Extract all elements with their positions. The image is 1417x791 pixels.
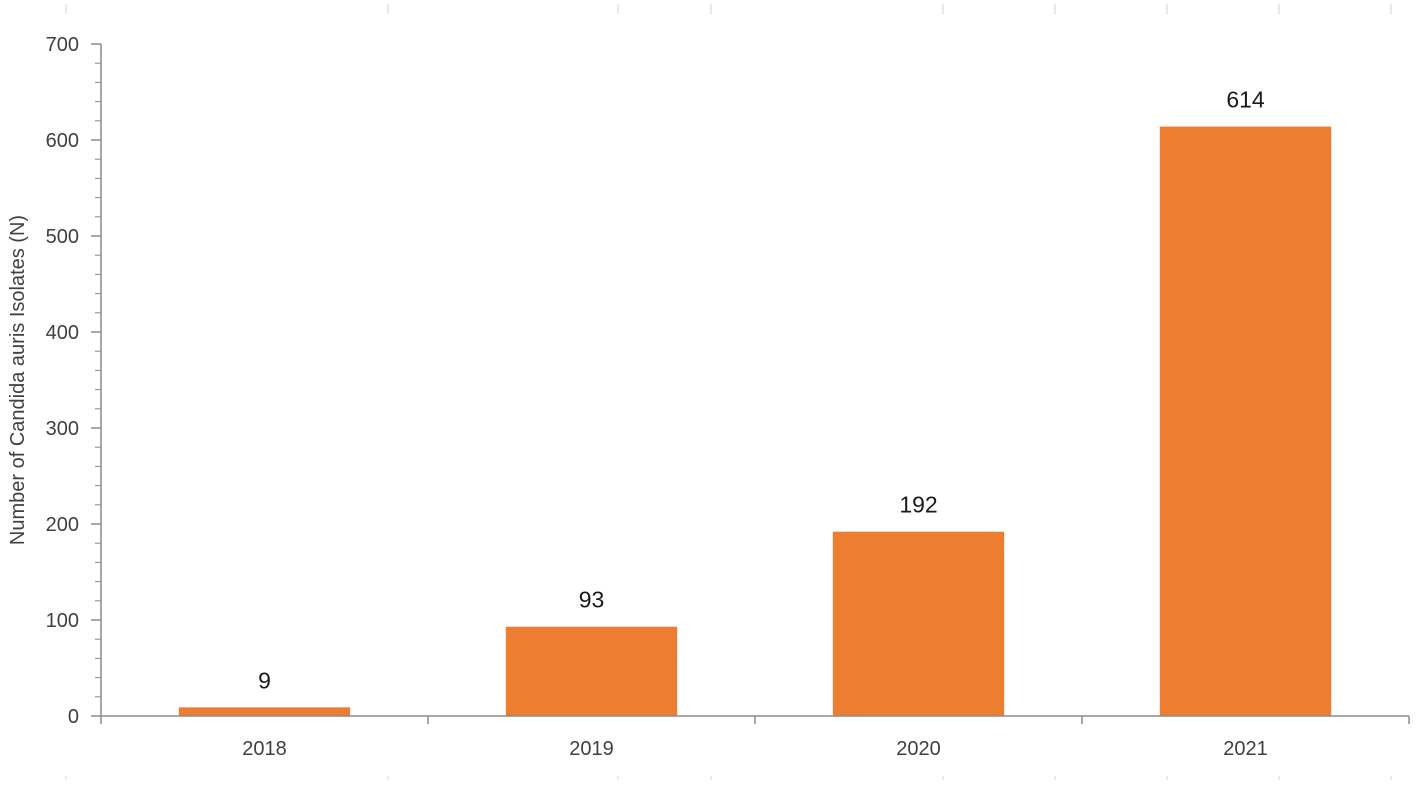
- y-tick-label: 200: [46, 514, 79, 536]
- x-tick-label: 2021: [1223, 738, 1268, 760]
- y-tick-label: 400: [46, 322, 79, 344]
- y-axis: 0 100 200 300 400 500 600 700: [46, 34, 102, 728]
- bar-2019: [505, 626, 678, 716]
- y-tick-label: 300: [46, 418, 79, 440]
- data-label-2019: 93: [579, 587, 605, 613]
- bar-2020: [832, 531, 1005, 716]
- edge-tick-marks: [65, 4, 1392, 780]
- x-tick-label: 2018: [242, 738, 287, 760]
- data-label-2021: 614: [1226, 87, 1265, 113]
- y-tick-label: 600: [46, 130, 79, 152]
- x-tick-label: 2020: [896, 738, 941, 760]
- bar-2018: [178, 707, 351, 716]
- y-tick-label: 700: [46, 34, 79, 56]
- bar-2021: [1159, 126, 1332, 716]
- data-label-2018: 9: [258, 667, 271, 693]
- data-label-2020: 192: [899, 492, 937, 518]
- bar-group: [178, 126, 1332, 716]
- y-tick-label: 500: [46, 226, 79, 248]
- data-labels: 9 93 192 614: [258, 87, 1265, 694]
- x-tick-label: 2019: [569, 738, 614, 760]
- y-axis-title: Number of Candida auris Isolates (N): [7, 215, 29, 545]
- y-tick-label: 0: [68, 706, 79, 728]
- x-axis: 2018 2019 2020 2021: [100, 715, 1410, 760]
- y-tick-label: 100: [46, 610, 79, 632]
